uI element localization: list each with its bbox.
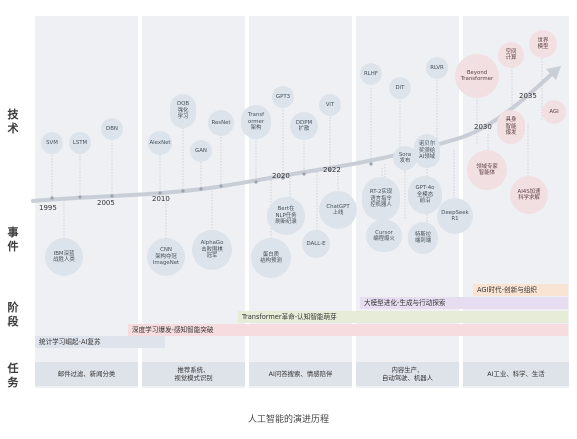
year-1995: 1995	[39, 204, 57, 212]
event-cursor: Cursor 编程爆火	[366, 220, 402, 252]
event-ibm: IBM深蓝 战胜人类	[45, 238, 83, 276]
tech-spatial-computing: 空间 计算	[498, 42, 524, 68]
row-label-stage: 阶段	[7, 301, 19, 328]
period-panel-1	[35, 16, 138, 388]
year-2022: 2022	[323, 166, 341, 174]
tech-gpt3: GPT3	[272, 86, 294, 108]
event-deepseek: DeepSeek R1	[437, 198, 473, 234]
tech-alexnet: AlexNet	[148, 131, 172, 155]
year-2020: 2020	[272, 172, 290, 180]
tech-gan: GAN	[190, 140, 212, 162]
tech-rlhf: RLHF	[360, 63, 382, 85]
task-3: AI问答搜索、情感陪伴	[249, 362, 352, 386]
event-chatgpt: ChatGPT 上线	[319, 191, 357, 229]
task-4: 内容生产、 自动驾驶、机器人	[356, 362, 459, 386]
tech-agi: AGI	[542, 100, 566, 124]
tech-rlvr: RLVR	[426, 57, 448, 79]
year-2035: 2035	[519, 92, 537, 100]
event-alphago: AlphaGo 击败围棋 冠军	[192, 230, 232, 270]
stage-4: 大模型进化-生成与行动探索	[360, 297, 568, 309]
stage-3: Transformer革命-认知智能萌芽	[238, 311, 568, 323]
tech-transformer: Transf ormer 架构	[241, 105, 271, 139]
event-cnn: CNN 架构夺冠 ImageNet	[147, 238, 185, 276]
year-2030: 2030	[474, 123, 492, 131]
event-ai4s: AI4S加速 科学求解	[510, 176, 548, 214]
stage-1: 统计学习崛起-AI复苏	[35, 336, 165, 348]
tech-dqb: DQB 强化 学习	[170, 94, 196, 128]
tech-world-model: 世界 模型	[529, 30, 557, 58]
tech-dit: DiT	[389, 77, 411, 99]
stage-5: AGI时代-创新与组织	[473, 284, 568, 296]
row-label-tech: 技术	[7, 108, 19, 135]
tech-svm: SVM	[41, 132, 63, 154]
event-domain-expert: 领域专家 智能体	[467, 150, 507, 190]
row-label-task: 任务	[7, 362, 19, 389]
event-nobel: 诺贝尔 奖颁给 AI领域	[414, 134, 440, 168]
event-bert: Bert在 NLP任务 刷新纪录	[267, 197, 305, 235]
year-2010: 2010	[152, 195, 170, 203]
task-5: AI工业、科学、生活	[463, 362, 569, 386]
event-protein: 蛋白质 结构预测	[251, 238, 291, 278]
event-dalle: DALL-E	[302, 230, 330, 258]
event-sora: Sora 发布	[393, 146, 417, 170]
tech-beyond-transformer: Beyond Transformer	[455, 54, 499, 98]
tech-resnet: ResNet	[208, 110, 234, 136]
tech-lstm: LSTM	[69, 132, 91, 154]
figure-caption: 人工智能的演进历程	[247, 415, 329, 425]
tech-vit: ViT	[319, 94, 341, 116]
task-1: 邮件过滤、新闻分类	[35, 362, 138, 386]
stage-2: 深度学习爆发-感知智能突破	[128, 324, 568, 336]
event-tesla: 特斯拉 端到端	[408, 222, 438, 254]
event-gpt4o: GPT-4o 全模态 前沿	[408, 176, 442, 214]
tech-embodied: 具身 智能 爆发	[497, 110, 525, 144]
tech-dbn: DBN	[101, 118, 123, 140]
tech-ddpm: DDPM 扩散	[290, 112, 318, 140]
task-2: 推荐系统、 视觉模式识别	[142, 362, 245, 386]
row-label-event: 事件	[7, 226, 19, 253]
event-rt2: RT-2实现 语言指令 控机器人	[362, 177, 400, 221]
year-2005: 2005	[97, 199, 115, 207]
